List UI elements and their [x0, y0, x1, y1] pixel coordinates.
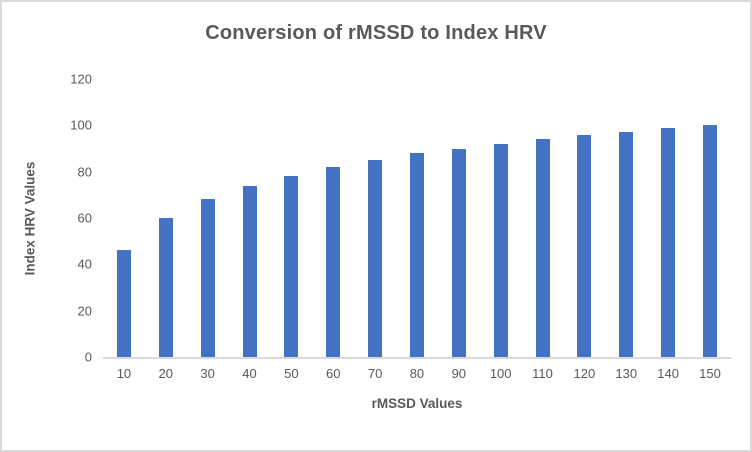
bar-slot [354, 79, 396, 357]
x-tick-label: 20 [158, 366, 174, 381]
x-tick-label: 60 [325, 366, 341, 381]
bar-100 [493, 143, 508, 357]
bar-120 [577, 134, 592, 357]
x-tick-label: 10 [116, 366, 132, 381]
bar-20 [158, 218, 173, 357]
y-tick-label: 20 [77, 303, 92, 319]
x-axis-ticks: 10 20 30 40 50 60 70 80 90 100 110 120 130 140 150 [103, 366, 731, 381]
bar-slot [605, 79, 647, 357]
bar-slot [396, 79, 438, 357]
bar-slot [145, 79, 187, 357]
x-tick-label: 80 [409, 366, 425, 381]
x-axis-title: rMSSD Values [371, 396, 463, 411]
chart-title: Conversion of rMSSD to Index HRV [205, 22, 547, 44]
y-tick-label: 60 [77, 210, 92, 226]
bar-140 [661, 127, 676, 357]
bar-slot [647, 79, 689, 357]
bar-70 [368, 160, 383, 357]
x-tick-label: 40 [242, 366, 257, 381]
bar-30 [200, 199, 215, 357]
bar-slot [480, 79, 522, 357]
x-tick-label: 110 [532, 366, 553, 381]
x-tick-label: 150 [699, 366, 721, 381]
bar-slot [438, 79, 480, 357]
x-tick-label: 100 [489, 366, 512, 381]
y-tick-label: 80 [77, 164, 92, 180]
bar-110 [535, 139, 550, 357]
x-tick-label: 70 [367, 366, 383, 381]
bar-slot [187, 79, 229, 357]
bar-150 [702, 125, 717, 357]
bar-90 [451, 148, 466, 357]
plot-area [103, 79, 731, 359]
y-tick-label: 120 [70, 71, 92, 87]
bar-slot [103, 79, 145, 357]
x-tick-label: 30 [200, 366, 215, 381]
bar-slot [270, 79, 312, 357]
bar-40 [242, 185, 257, 357]
y-tick-label: 40 [77, 256, 92, 272]
y-axis-title-text: Index HRV Values [22, 161, 38, 275]
bar-60 [326, 167, 341, 357]
bar-slot [312, 79, 354, 357]
y-axis-ticks: 0 20 40 60 80 100 120 [50, 72, 92, 365]
x-tick-label: 120 [573, 366, 596, 381]
bar-10 [116, 250, 131, 357]
bar-slot [522, 79, 564, 357]
x-tick-label: 130 [615, 366, 638, 381]
bar-50 [284, 176, 299, 357]
bar-slot [229, 79, 271, 357]
bar-slot [689, 79, 731, 357]
x-tick-label: 50 [284, 366, 299, 381]
y-axis-title: Index HRV Values [10, 79, 50, 357]
y-tick-label: 100 [70, 117, 92, 133]
bar-80 [409, 153, 424, 357]
bar-130 [619, 132, 634, 357]
x-tick-label: 140 [657, 366, 679, 381]
x-tick-label: 90 [451, 366, 467, 381]
bar-slot [563, 79, 605, 357]
y-tick-label: 0 [84, 349, 92, 365]
